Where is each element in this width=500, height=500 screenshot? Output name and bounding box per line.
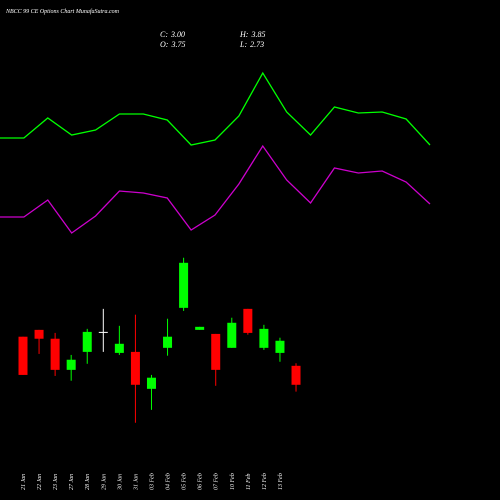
candle-body — [146, 377, 156, 389]
candle-body — [275, 340, 285, 353]
candle-body — [211, 333, 221, 370]
x-tick-label: 05 Feb — [182, 473, 188, 490]
summary-label: L: — [239, 40, 247, 49]
candle-body — [34, 329, 44, 339]
x-tick-label: 31 Jan — [133, 474, 139, 491]
x-tick-label: 27 Jan — [69, 474, 75, 490]
x-tick-label: 29 Jan — [101, 474, 107, 490]
x-tick-label: 30 Jan — [117, 474, 123, 491]
summary-item: C: 3.00 — [160, 30, 185, 39]
candle-body — [114, 343, 124, 353]
summary-value: 3.75 — [170, 40, 185, 49]
x-tick-label: 10 Feb — [230, 473, 236, 490]
x-tick-label: 28 Jan — [85, 474, 91, 490]
candle-body — [179, 262, 189, 308]
candle-body — [18, 336, 28, 375]
summary-item: H: 3.85 — [239, 30, 265, 39]
summary-value: 3.00 — [170, 30, 185, 39]
indicator-line — [0, 71, 431, 146]
summary-label: C: — [160, 30, 168, 39]
x-tick-label: 13 Feb — [278, 473, 284, 490]
candle-body — [82, 331, 92, 352]
summary-value: 3.85 — [250, 30, 265, 39]
candle-body — [291, 365, 301, 385]
summary-label: O: — [160, 40, 169, 49]
summary-item: L: 2.73 — [239, 40, 264, 49]
candle-body — [227, 322, 237, 348]
summary-value: 2.73 — [250, 40, 264, 49]
candle-body — [195, 326, 205, 330]
summary-label: H: — [239, 30, 249, 39]
candle-body — [66, 359, 76, 370]
x-tick-label: 06 Feb — [198, 473, 204, 490]
x-tick-label: 22 Jan — [37, 474, 43, 490]
x-tick-label: 11 Feb — [246, 474, 252, 490]
x-tick-label: 12 Feb — [262, 473, 268, 490]
x-tick-label: 04 Feb — [165, 473, 172, 490]
x-tick-label: 23 Jan — [53, 474, 59, 490]
candle-body — [259, 328, 269, 348]
candle-body — [98, 331, 108, 333]
indicator-line — [0, 144, 431, 234]
x-tick-label: 07 Feb — [214, 473, 220, 490]
candle-body — [50, 338, 60, 370]
candle-body — [243, 308, 253, 333]
chart-title: NBCC 99 CE Options Chart MunafaSutra.com — [5, 8, 120, 15]
summary-item: O: 3.75 — [160, 40, 185, 49]
candle-body — [163, 336, 173, 348]
x-tick-label: 03 Feb — [149, 473, 155, 490]
candle-body — [130, 351, 140, 385]
x-tick-label: 21 Jan — [21, 474, 27, 490]
